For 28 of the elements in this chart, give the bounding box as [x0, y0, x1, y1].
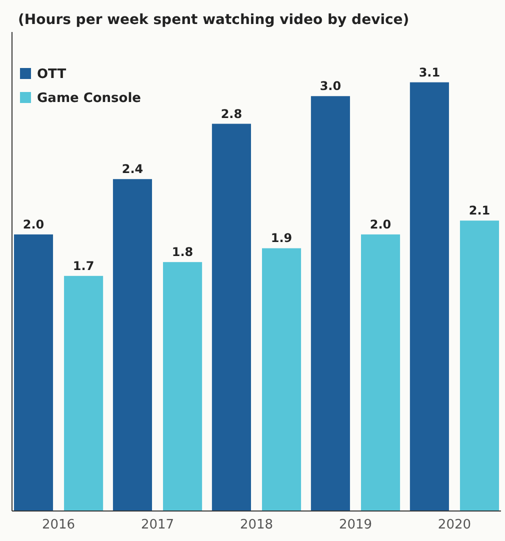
x-tick-label: 2020: [438, 517, 472, 532]
legend-label: Game Console: [37, 91, 142, 106]
data-label: 1.9: [270, 231, 292, 246]
bar: [212, 124, 251, 511]
x-tick-label: 2017: [140, 517, 174, 532]
bar: [360, 234, 400, 511]
data-label: 3.0: [320, 79, 342, 94]
data-label: 2.0: [370, 217, 392, 232]
data-label: 3.1: [418, 65, 440, 80]
bar: [14, 234, 54, 511]
chart-title: (Hours per week spent watching video by device): [18, 12, 410, 28]
data-label: 2.0: [22, 217, 44, 232]
bar: [460, 220, 500, 511]
data-label: 1.8: [172, 245, 194, 260]
bar: [112, 179, 152, 511]
data-label: 2.8: [220, 106, 242, 121]
bar: [262, 248, 302, 511]
legend-label: OTT: [37, 67, 66, 82]
bar: [64, 276, 104, 511]
data-label: 1.7: [72, 258, 94, 273]
data-label: 2.1: [468, 204, 490, 218]
bar: [310, 96, 350, 511]
bar: [410, 82, 449, 511]
x-tick-label: 2016: [42, 517, 76, 532]
x-tick-label: 2018: [240, 517, 274, 532]
x-tick-label: 2019: [338, 517, 372, 532]
data-label: 2.4: [122, 162, 144, 176]
bar: [163, 262, 202, 511]
